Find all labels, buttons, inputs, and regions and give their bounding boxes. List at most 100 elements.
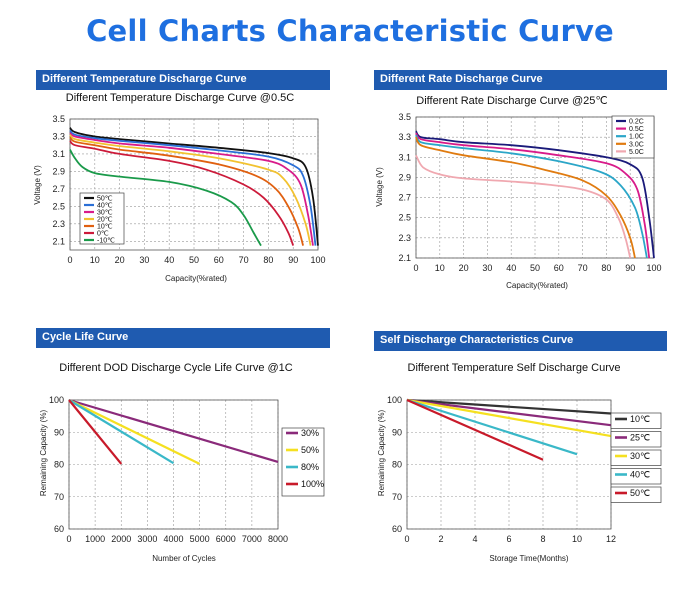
series-line: [415, 154, 632, 259]
x-tick-label: 70: [239, 255, 249, 265]
legend-label: 50℃: [97, 196, 113, 203]
legend-label: 30%: [301, 428, 319, 438]
chart-title: Different Rate Discharge Curve @25℃: [416, 95, 607, 107]
series-line: [69, 149, 262, 247]
legend-label: 80%: [301, 462, 319, 472]
x-tick-label: 100: [310, 255, 325, 265]
y-tick-label: 70: [54, 492, 64, 502]
panel-header-label: Cycle Life Curve: [42, 331, 129, 343]
y-tick-label: 2.9: [52, 166, 65, 176]
series-line: [68, 398, 279, 463]
y-tick-label: 3.5: [52, 114, 65, 124]
x-tick-label: 20: [115, 255, 125, 265]
series-line: [69, 140, 295, 246]
legend-label: 3.0C: [629, 141, 644, 148]
legend-label: 100%: [301, 479, 324, 489]
legend-label: 30℃: [630, 451, 650, 461]
chart-title: Different DOD Discharge Cycle Life Curve…: [59, 362, 293, 374]
x-tick-label: 90: [625, 263, 635, 273]
legend-label: 50%: [301, 445, 319, 455]
legend-item-box: [610, 412, 662, 429]
series-line: [69, 132, 314, 246]
y-tick-label: 3.3: [52, 131, 65, 141]
x-tick-label: 40: [164, 255, 174, 265]
x-tick-label: 80: [601, 263, 611, 273]
series-line: [406, 398, 578, 456]
page-title: Cell Charts Characteristic Curve: [86, 14, 614, 48]
series-line: [406, 398, 544, 461]
legend-label: 40℃: [630, 470, 650, 480]
y-tick-label: 100: [49, 395, 64, 405]
panel-header-rate: Different Rate Discharge Curve: [374, 70, 667, 90]
y-tick-label: 3.5: [398, 112, 411, 122]
y-tick-label: 100: [387, 395, 402, 405]
x-tick-label: 30: [482, 263, 492, 273]
legend-label: 20℃: [97, 217, 113, 224]
series-line: [69, 129, 317, 246]
series-line: [415, 134, 648, 259]
y-tick-label: 2.3: [52, 219, 65, 229]
legend-label: 40℃: [97, 203, 113, 210]
x-axis-label: Capacity(%rated): [506, 281, 568, 290]
y-tick-label: 3.1: [398, 152, 411, 162]
panel-header-label: Different Rate Discharge Curve: [380, 73, 543, 85]
legend-label: 10℃: [630, 414, 650, 424]
series-line: [69, 127, 319, 246]
legend-item-box: [610, 486, 662, 503]
x-axis-label: Number of Cycles: [152, 554, 216, 563]
legend-label: 0℃: [97, 231, 109, 238]
x-tick-label: 3000: [137, 534, 157, 544]
series-line: [406, 398, 612, 427]
y-tick-label: 2.9: [398, 172, 411, 182]
x-tick-label: 50: [189, 255, 199, 265]
x-tick-label: 6000: [216, 534, 236, 544]
y-tick-label: 2.1: [398, 253, 411, 263]
panel-header-label: Self Discharge Characteristics Curve: [380, 334, 574, 346]
legend-label: 5.0C: [629, 149, 644, 156]
legend-label: 10℃: [97, 224, 113, 231]
y-tick-label: 70: [392, 492, 402, 502]
y-tick-label: 90: [392, 427, 402, 437]
x-tick-label: 5000: [190, 534, 210, 544]
series-line: [406, 398, 612, 438]
x-tick-label: 2: [438, 534, 443, 544]
x-tick-label: 1000: [85, 534, 105, 544]
plot-frame: [69, 118, 319, 251]
x-tick-label: 6: [506, 534, 511, 544]
x-tick-label: 0: [66, 534, 71, 544]
x-tick-label: 50: [530, 263, 540, 273]
x-tick-label: 90: [288, 255, 298, 265]
plot-frame: [415, 116, 655, 259]
x-tick-label: 7000: [242, 534, 262, 544]
x-tick-label: 12: [606, 534, 616, 544]
series-line: [68, 399, 201, 465]
legend-item-box: [610, 468, 662, 485]
y-tick-label: 3.1: [52, 149, 65, 159]
x-tick-label: 40: [506, 263, 516, 273]
x-tick-label: 0: [413, 263, 418, 273]
legend-item-box: [610, 431, 662, 448]
y-tick-label: 2.1: [52, 236, 65, 246]
series-line: [69, 134, 312, 246]
x-tick-label: 4000: [163, 534, 183, 544]
series-line: [406, 398, 612, 415]
y-tick-label: 60: [54, 524, 64, 534]
y-axis-label: Remaining Capacity (%): [377, 410, 386, 497]
series-line: [415, 130, 655, 259]
legend-label: -10℃: [97, 238, 115, 245]
y-tick-label: 80: [54, 460, 64, 470]
x-tick-label: 8000: [268, 534, 288, 544]
x-tick-label: 30: [139, 255, 149, 265]
panel-header-temperature: Different Temperature Discharge Curve: [36, 70, 330, 90]
x-tick-label: 4: [472, 534, 477, 544]
y-tick-label: 3.3: [398, 132, 411, 142]
x-tick-label: 60: [214, 255, 224, 265]
legend-item-box: [610, 449, 662, 466]
series-line: [415, 132, 651, 259]
series-line: [69, 136, 304, 246]
y-tick-label: 2.7: [52, 184, 65, 194]
y-axis-label: Voltage (V): [375, 167, 384, 207]
x-tick-label: 70: [578, 263, 588, 273]
x-tick-label: 0: [404, 534, 409, 544]
